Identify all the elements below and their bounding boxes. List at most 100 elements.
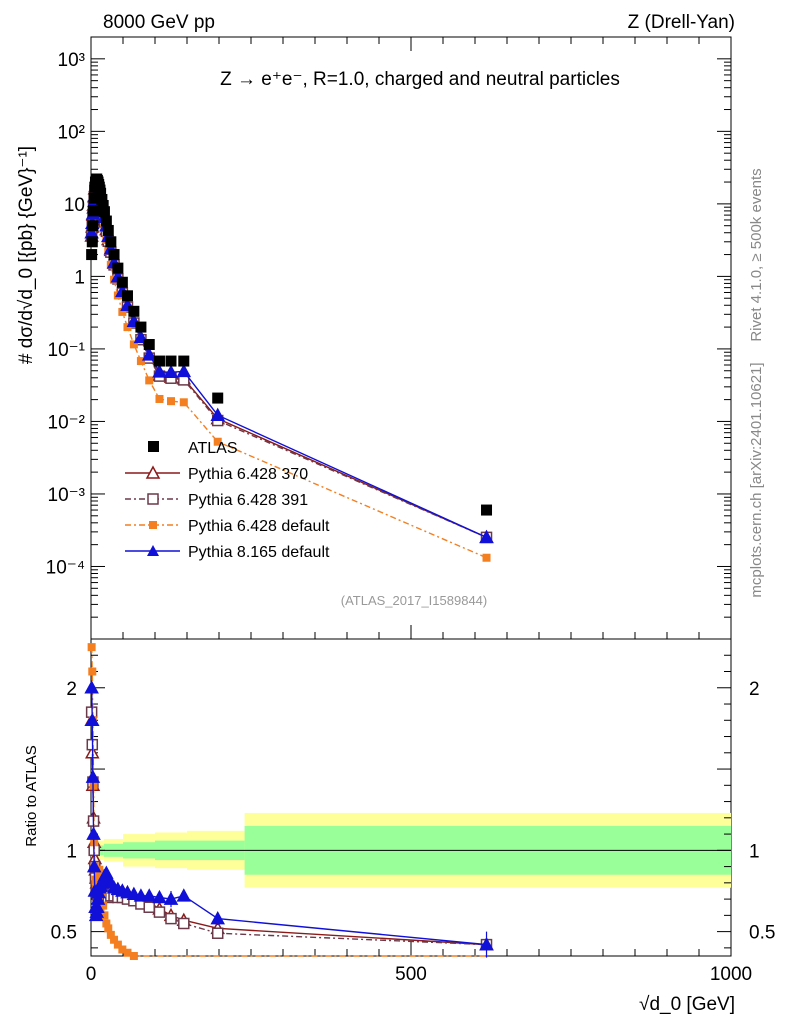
legend-label-p8: Pythia 8.165 default — [188, 544, 330, 561]
ratio-y-tick-label-right: 0.5 — [749, 923, 775, 944]
data-point-atlas — [153, 355, 165, 367]
data-point-atlas — [95, 187, 107, 199]
ratio-point-pdef — [88, 667, 97, 676]
data-point-atlas — [87, 220, 99, 232]
ratio-point-p391 — [178, 917, 190, 930]
data-point-atlas — [96, 193, 108, 205]
data-point-pdef — [482, 553, 491, 562]
data-point-p8 — [141, 347, 157, 361]
ratio-y-tick-label: 1 — [66, 841, 77, 862]
ratio-point-pdef — [102, 919, 111, 928]
data-point-atlas — [112, 262, 124, 274]
ratio-point-pdef — [95, 869, 104, 878]
ratio-point-pdef — [87, 643, 96, 652]
data-point-atlas — [135, 321, 147, 333]
data-point-atlas — [481, 504, 493, 516]
ratio-uncertainty-band — [91, 812, 731, 888]
series-layer — [84, 173, 494, 960]
ratio-point-p391 — [153, 906, 166, 918]
ratio-point-pdef — [113, 940, 122, 949]
data-point-p8 — [210, 407, 225, 421]
ratio-point-p8 — [84, 680, 99, 694]
x-tick-label: 1000 — [710, 964, 752, 985]
legend-label-pdef: Pythia 6.428 default — [188, 518, 330, 535]
energy-label: 8000 GeV pp — [103, 12, 215, 33]
ratio-y-tick-label-right: 2 — [749, 679, 760, 700]
data-point-atlas — [143, 339, 155, 351]
data-point-atlas — [86, 249, 98, 261]
main-y-tick-label: 10² — [58, 122, 85, 143]
legend-marker-p391 — [147, 493, 159, 505]
main-y-tick-label: 10⁻³ — [48, 485, 86, 506]
ratio-point-p8 — [176, 888, 192, 902]
mcplots-label: mcplots.cern.ch [arXiv:2401.10621] — [748, 362, 765, 597]
ratio-point-pdef — [110, 935, 119, 944]
data-point-pdef — [145, 376, 154, 385]
legend-marker-p370 — [145, 465, 161, 479]
ratio-point-p391 — [211, 927, 224, 939]
data-point-atlas — [116, 276, 128, 288]
ratio-point-p8 — [86, 826, 101, 840]
data-point-pdef — [213, 437, 222, 446]
ratio-y-tick-label-right: 1 — [749, 841, 760, 862]
process-label: Z (Drell-Yan) — [628, 12, 735, 33]
data-point-p8 — [479, 529, 494, 544]
data-point-pdef — [167, 397, 175, 406]
legend-marker-pdef — [149, 521, 157, 529]
legend-label-p391: Pythia 6.428 391 — [188, 492, 308, 509]
data-point-atlas — [178, 355, 190, 367]
x-tick-label: 0 — [86, 964, 97, 985]
legend: ATLAS Pythia 6.428 370 Pythia 6.428 391 … — [125, 440, 330, 561]
ratio-panel-frame — [90, 638, 732, 957]
data-point-pdef — [118, 307, 127, 316]
ratio-y-axis-label: Ratio to ATLAS — [23, 745, 40, 846]
data-point-atlas — [121, 290, 133, 302]
x-tick-label: 500 — [395, 964, 427, 985]
data-point-atlas — [212, 392, 224, 404]
legend-label-atlas: ATLAS — [188, 440, 238, 457]
ratio-point-pdef — [106, 930, 115, 939]
data-point-pdef — [179, 398, 188, 407]
ratio-point-p391 — [165, 912, 177, 925]
rivet-version-label: Rivet 4.1.0, ≥ 500k events — [748, 168, 765, 341]
ratio-point-pdef — [100, 911, 109, 920]
ratio-point-pdef — [129, 952, 138, 960]
plot-title: Z → e⁺e⁻, R=1.0, charged and neutral par… — [220, 69, 620, 90]
data-point-atlas — [86, 236, 98, 248]
data-point-pdef — [136, 357, 145, 366]
ratio-point-p8 — [90, 899, 105, 913]
legend-marker-atlas — [148, 441, 159, 452]
legend-label-p370: Pythia 6.428 370 — [188, 466, 308, 483]
ratio-point-pdef — [118, 945, 127, 954]
data-point-atlas — [105, 236, 117, 248]
data-point-atlas — [165, 355, 177, 367]
data-point-atlas — [128, 305, 140, 317]
main-y-tick-label: 10⁻⁴ — [46, 557, 85, 578]
ratio-point-p8 — [152, 889, 167, 904]
ratio-point-p8 — [85, 712, 100, 727]
main-y-axis-label: # dσ/d√d_0 [{pb} {GeV}⁻¹] — [16, 146, 37, 364]
ratio-point-p391 — [143, 901, 155, 913]
main-y-tick-label: 10⁻¹ — [48, 340, 86, 361]
main-y-tick-label: 10⁻² — [48, 412, 86, 433]
series-line-p8 — [90, 192, 487, 539]
ratio-point-p8 — [90, 891, 106, 905]
data-point-pdef — [123, 323, 132, 332]
data-point-pdef — [129, 340, 138, 349]
main-y-tick-label: 10 — [64, 195, 85, 216]
data-point-atlas — [98, 206, 110, 218]
ratio-point-pdef — [123, 948, 132, 957]
ratio-point-p8 — [85, 769, 101, 783]
x-axis-label: √d_0 [GeV] — [639, 994, 735, 1015]
legend-marker-p8 — [147, 545, 159, 556]
ratio-point-pdef — [104, 924, 113, 933]
data-point-atlas — [88, 192, 100, 204]
data-point-atlas — [97, 199, 109, 211]
analysis-id: (ATLAS_2017_I1589844) — [341, 593, 487, 608]
data-point-p8 — [163, 364, 179, 379]
data-point-atlas — [100, 215, 112, 227]
series-line-pdef — [90, 184, 487, 559]
ratio-y-tick-label: 0.5 — [51, 923, 77, 944]
ratio-point-p8 — [86, 859, 102, 873]
